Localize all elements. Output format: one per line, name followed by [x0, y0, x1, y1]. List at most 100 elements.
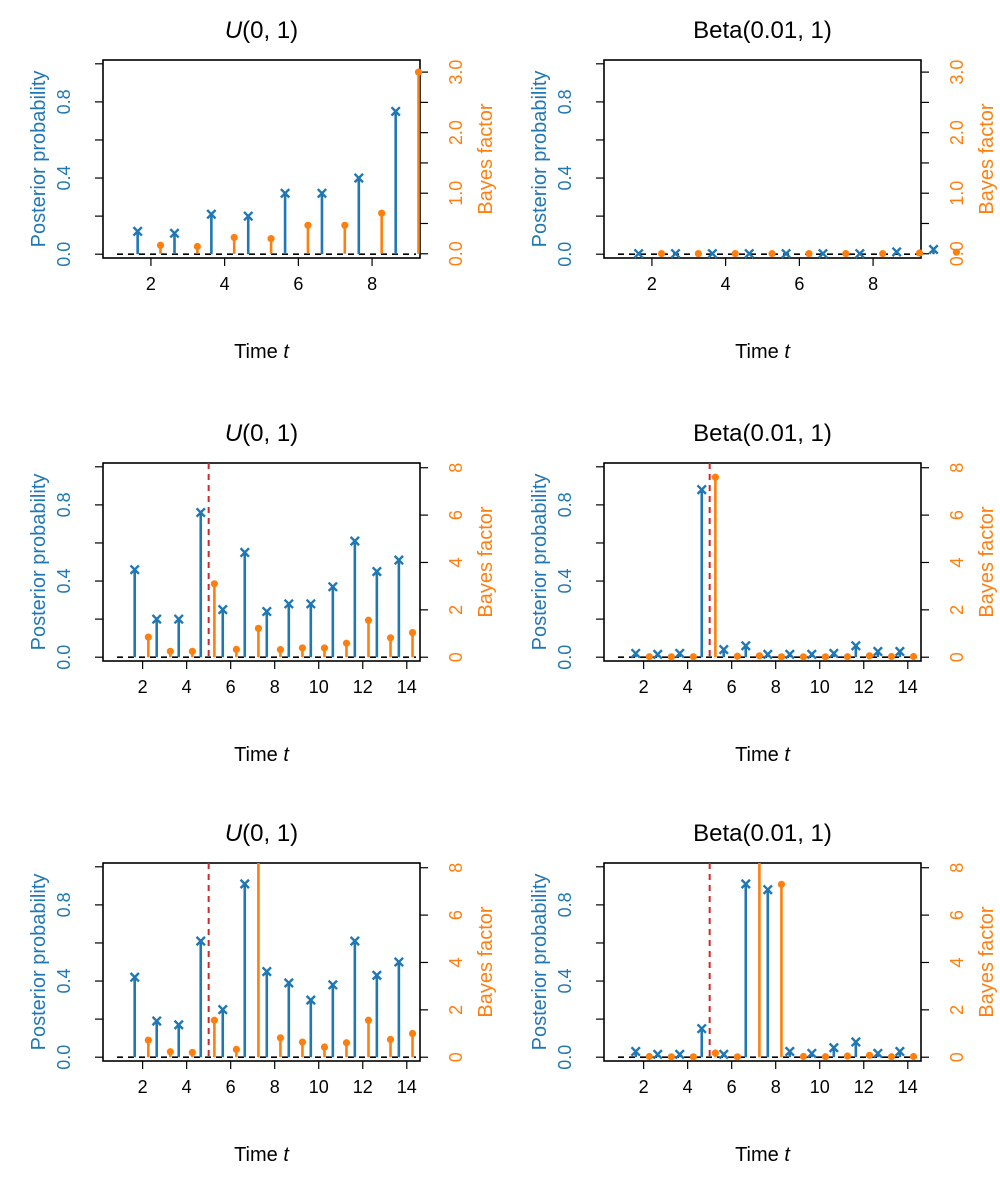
x-tick-label: 4: [683, 677, 693, 697]
panel-2: Beta(0.01, 1) 2 4 6 8 Time t 0.0 0.4 0.8Posterio…: [529, 17, 998, 363]
bayes-marker: [777, 880, 786, 888]
right-tick-label: 6: [446, 910, 466, 920]
x-tick-label: 8: [270, 1077, 280, 1097]
panel-3: U(0, 1) 2 4 6 8 10 12 14 Time t 0.0 0.4 0.8Posterio…: [28, 420, 497, 766]
posterior-marker: [261, 966, 272, 977]
posterior-marker: [850, 640, 861, 651]
bayes-marker: [378, 209, 386, 217]
x-axis-title-text: Time: [735, 1144, 779, 1166]
posterior-marker: [393, 956, 404, 968]
left-tick-label: 0.8: [555, 89, 575, 114]
posterior-marker: [349, 936, 360, 947]
posterior-marker: [305, 598, 316, 609]
posterior-marker: [872, 1048, 883, 1059]
bayes-marker: [645, 653, 653, 661]
x-tick-label: 8: [771, 677, 781, 697]
bayes-marker: [733, 1053, 742, 1061]
bayes-marker: [304, 221, 312, 229]
bayes-marker: [694, 249, 702, 258]
posterior-marker: [630, 1046, 641, 1057]
right-tick-label: 4: [947, 957, 967, 967]
bayes-marker: [267, 235, 275, 243]
right-tick-label: 2.0: [947, 120, 967, 145]
right-tick-label: 8: [446, 463, 466, 473]
posterior-marker: [828, 648, 839, 659]
posterior-marker: [630, 648, 641, 659]
left-tick-label: 0.0: [555, 1045, 575, 1070]
posterior-marker: [169, 228, 180, 239]
x-tick-label: 6: [794, 274, 804, 294]
posterior-marker: [850, 1036, 861, 1048]
posterior-marker: [283, 598, 294, 609]
posterior-marker: [243, 211, 254, 222]
bayes-marker: [144, 633, 152, 641]
x-axis-title: Time t: [735, 1144, 791, 1166]
bayes-marker: [667, 1053, 675, 1061]
posterior-marker: [390, 106, 401, 117]
x-tick-label: 12: [353, 1077, 373, 1097]
bayes-marker: [364, 1016, 373, 1024]
panel-title: U(0, 1): [225, 820, 298, 847]
left-tick-label: 0.0: [54, 645, 74, 670]
left-tick-label: 0.0: [555, 645, 575, 670]
bayes-marker: [320, 644, 329, 652]
bayes-marker: [842, 249, 850, 258]
x-tick-label: 10: [309, 677, 329, 697]
posterior-marker: [806, 649, 817, 660]
posterior-marker: [784, 1046, 795, 1057]
bayes-marker: [232, 1045, 241, 1053]
x-axis-title: Time t: [234, 1144, 290, 1166]
panel-title-main: U: [225, 820, 243, 847]
bayes-marker: [342, 639, 351, 647]
x-axis-title-text: Time: [735, 744, 779, 766]
posterior-marker: [891, 246, 902, 257]
plot-frame: [603, 59, 922, 259]
bayes-marker: [821, 653, 830, 661]
x-tick-label: 6: [727, 1077, 737, 1097]
posterior-marker: [371, 566, 382, 577]
x-tick-label: 6: [226, 1077, 236, 1097]
bayes-marker: [298, 644, 307, 652]
bayes-marker: [166, 1048, 174, 1056]
posterior-marker: [806, 1048, 817, 1059]
x-tick-label: 6: [293, 274, 303, 294]
x-tick-label: 2: [138, 677, 148, 697]
x-tick-label: 2: [138, 1077, 148, 1097]
posterior-marker: [173, 614, 184, 625]
right-tick-label: 1.0: [947, 181, 967, 206]
right-tick-label: 4: [446, 957, 466, 967]
bayes-marker: [254, 624, 263, 632]
x-axis-title: Time t: [735, 341, 791, 363]
posterior-marker: [652, 649, 663, 660]
bayes-marker: [341, 221, 349, 229]
bayes-marker: [210, 580, 218, 588]
right-tick-label: 6: [446, 510, 466, 520]
bayes-marker: [232, 645, 241, 653]
x-axis-title-var: t: [784, 744, 791, 766]
posterior-marker: [151, 1015, 162, 1027]
right-tick-label: 2.0: [446, 120, 466, 145]
bayes-marker: [144, 1036, 152, 1044]
x-tick-label: 4: [182, 677, 192, 697]
bayes-marker: [909, 1052, 918, 1061]
bayes-marker: [879, 249, 887, 258]
right-tick-label: 3.0: [947, 60, 967, 85]
posterior-marker: [132, 226, 143, 237]
right-tick-label: 4: [446, 557, 466, 567]
bayes-marker: [865, 1051, 874, 1059]
bayes-marker: [909, 652, 918, 661]
right-tick-label: 2: [446, 605, 466, 615]
panel-title: Beta(0.01, 1): [693, 17, 832, 44]
x-tick-label: 8: [367, 274, 377, 294]
x-tick-label: 12: [353, 677, 373, 697]
x-axis-title: Time t: [234, 744, 290, 766]
x-tick-label: 2: [639, 1077, 649, 1097]
bayes-marker: [645, 1052, 653, 1061]
left-axis-title: Posterior probability: [529, 874, 551, 1051]
panel-title-main: Beta(0.01, 1): [693, 420, 832, 447]
x-axis-title-var: t: [784, 341, 791, 363]
bayes-marker: [276, 1034, 285, 1042]
left-axis-title: Posterior probability: [28, 874, 50, 1051]
